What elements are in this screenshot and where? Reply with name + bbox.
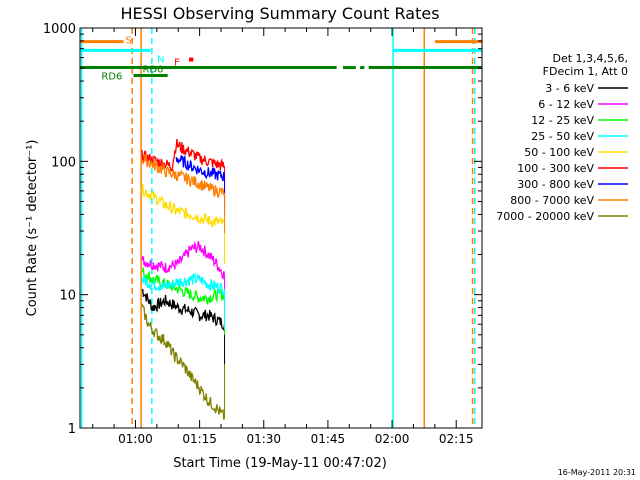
series-line-7: [141, 154, 226, 199]
legend: Det 1,3,4,5,6,FDecim 1, Att 0 3 - 6 keV 6 …: [496, 52, 628, 223]
series-line-0: [141, 288, 226, 332]
series-line-5: [141, 139, 225, 172]
flag-label-n: N: [157, 54, 164, 65]
y-tick-label: 1: [68, 422, 76, 437]
plot-area: S N F RD0 RD6 01:00 01:15 01:30 01:45 02:00 02:15 1…: [43, 22, 483, 446]
flag-label-s: S: [125, 36, 131, 47]
legend-entry-label: 3 - 6 keV: [545, 82, 594, 95]
x-tick-label: 01:15: [182, 432, 217, 446]
series-line-4: [141, 183, 226, 228]
x-tick-label: 01:00: [118, 432, 153, 446]
series-line-6: [175, 154, 226, 182]
legend-entry-label: 12 - 25 keV: [531, 114, 594, 127]
plot-frame: [79, 27, 483, 429]
y-axis-label: Count Rate (s⁻¹ detector⁻¹): [25, 140, 40, 317]
legend-entry-label: 50 - 100 keV: [524, 146, 594, 159]
legend-title-line: Det 1,3,4,5,6,: [552, 52, 628, 65]
legend-entry-label: 800 - 7000 keV: [510, 194, 594, 207]
x-tick-label: 01:45: [311, 432, 346, 446]
x-axis-label: Start Time (19-May-11 00:47:02): [173, 456, 387, 471]
legend-entry-label: 7000 - 20000 keV: [496, 210, 594, 223]
y-tick-label: 100: [51, 155, 76, 170]
series-line-3: [141, 271, 226, 296]
flag-label-rd0: RD0: [142, 65, 163, 76]
series-line-1: [141, 240, 226, 280]
x-tick-label: 02:15: [439, 432, 474, 446]
y-tick-label: 1000: [43, 22, 76, 37]
series-line-2: [141, 267, 226, 306]
legend-entry-label: 100 - 300 keV: [517, 162, 594, 175]
x-tick-label: 02:00: [375, 432, 410, 446]
flag-label-rd6: RD6: [101, 72, 122, 83]
legend-entry-label: 6 - 12 keV: [538, 98, 594, 111]
x-tick-label: 01:30: [246, 432, 281, 446]
legend-title-line: FDecim 1, Att 0: [543, 65, 628, 78]
flag-f-marker: [189, 57, 194, 62]
y-tick-label: 10: [59, 289, 76, 304]
legend-entry-label: 25 - 50 keV: [531, 130, 594, 143]
legend-entry-label: 300 - 800 keV: [517, 178, 594, 191]
series-line-8: [141, 303, 226, 420]
chart-title: HESSI Observing Summary Count Rates: [120, 4, 439, 23]
footer-timestamp: 16-May-2011 20:31: [558, 468, 636, 477]
flag-label-f: F: [174, 58, 180, 69]
